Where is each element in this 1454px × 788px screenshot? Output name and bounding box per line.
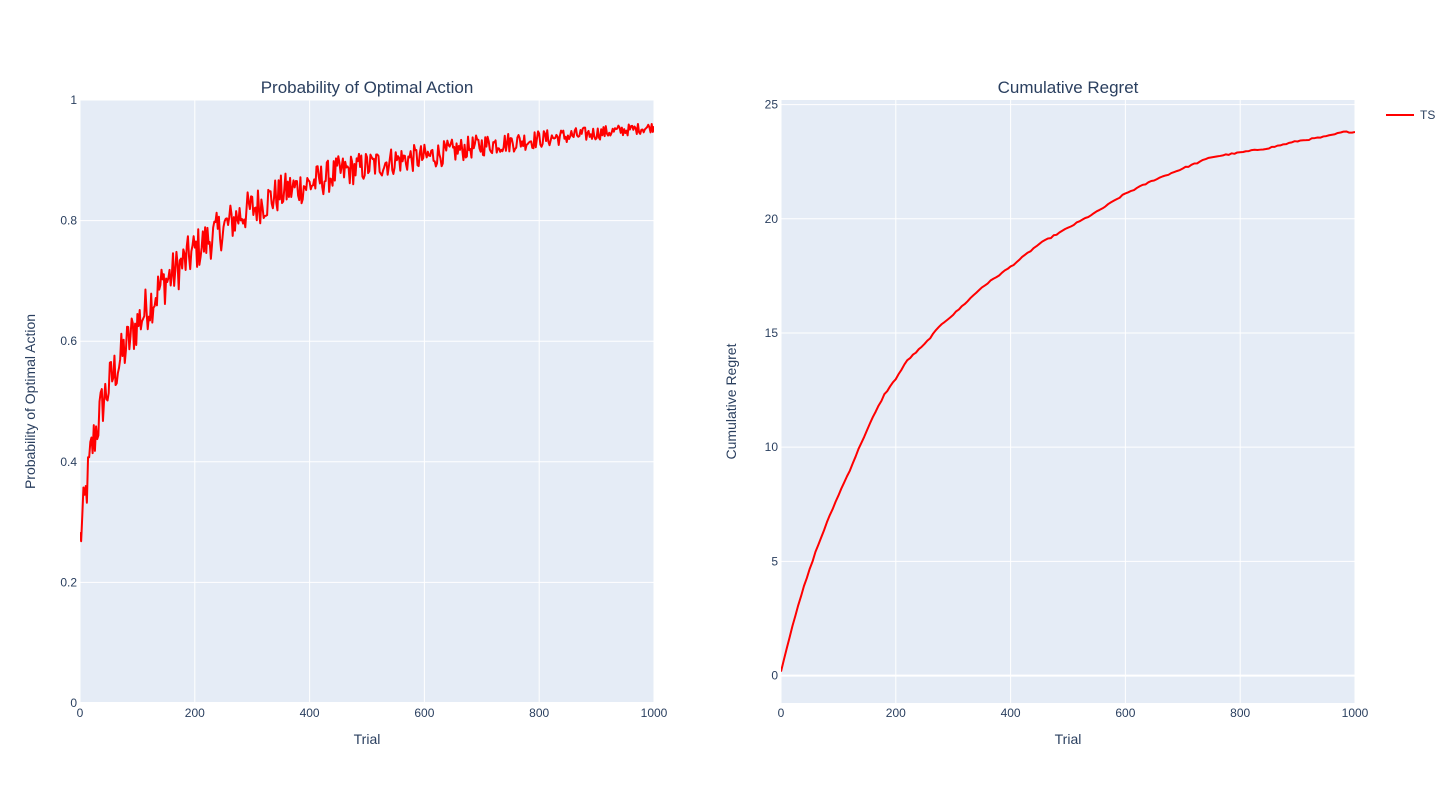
y-axis-label: Probability of Optimal Action xyxy=(22,314,38,489)
y-tick-label: 5 xyxy=(771,554,778,568)
y-tick-label: 0.8 xyxy=(60,214,77,228)
subplot-2: 0 200 400 600 800 1000 0 5 10 15 20 25 Cumulative Re… xyxy=(723,78,1369,747)
x-tick-label: 800 xyxy=(529,706,549,720)
x-tick-label: 800 xyxy=(1230,706,1250,720)
legend-label: TS xyxy=(1420,108,1435,122)
x-tick-label: 200 xyxy=(886,706,906,720)
series-line xyxy=(781,130,1355,672)
plot-title: Probability of Optimal Action xyxy=(261,78,474,97)
x-tick-label: 400 xyxy=(300,706,320,720)
y-axis-label: Cumulative Regret xyxy=(723,343,739,459)
legend-item[interactable]: TS xyxy=(1386,108,1435,122)
legend[interactable]: TS xyxy=(1386,108,1435,122)
x-tick-label: 400 xyxy=(1001,706,1021,720)
subplot-1: 0 200 400 600 800 1000 0 0.2 0.4 0.6 0.8 1 Probabili… xyxy=(22,78,668,747)
x-tick-label: 600 xyxy=(1115,706,1135,720)
x-axis-label: Trial xyxy=(354,731,381,747)
x-tick-label: 200 xyxy=(185,706,205,720)
plot-background xyxy=(80,100,654,703)
y-tick-label: 1 xyxy=(70,93,77,107)
x-tick-label: 0 xyxy=(77,706,84,720)
y-tick-label: 0 xyxy=(70,696,77,710)
y-tick-label: 0 xyxy=(771,669,778,683)
x-tick-label: 0 xyxy=(778,706,785,720)
x-tick-label: 1000 xyxy=(641,706,668,720)
y-tick-label: 25 xyxy=(765,98,779,112)
y-tick-label: 20 xyxy=(765,212,779,226)
plot-title: Cumulative Regret xyxy=(998,78,1139,97)
plot-background xyxy=(781,100,1355,703)
x-tick-label: 600 xyxy=(414,706,434,720)
y-tick-label: 0.6 xyxy=(60,334,77,348)
x-axis-label: Trial xyxy=(1055,731,1082,747)
x-tick-label: 1000 xyxy=(1342,706,1369,720)
y-tick-label: 0.4 xyxy=(60,455,77,469)
y-tick-label: 10 xyxy=(765,440,779,454)
series-line xyxy=(80,123,654,543)
y-tick-label: 15 xyxy=(765,326,779,340)
y-tick-label: 0.2 xyxy=(60,575,77,589)
